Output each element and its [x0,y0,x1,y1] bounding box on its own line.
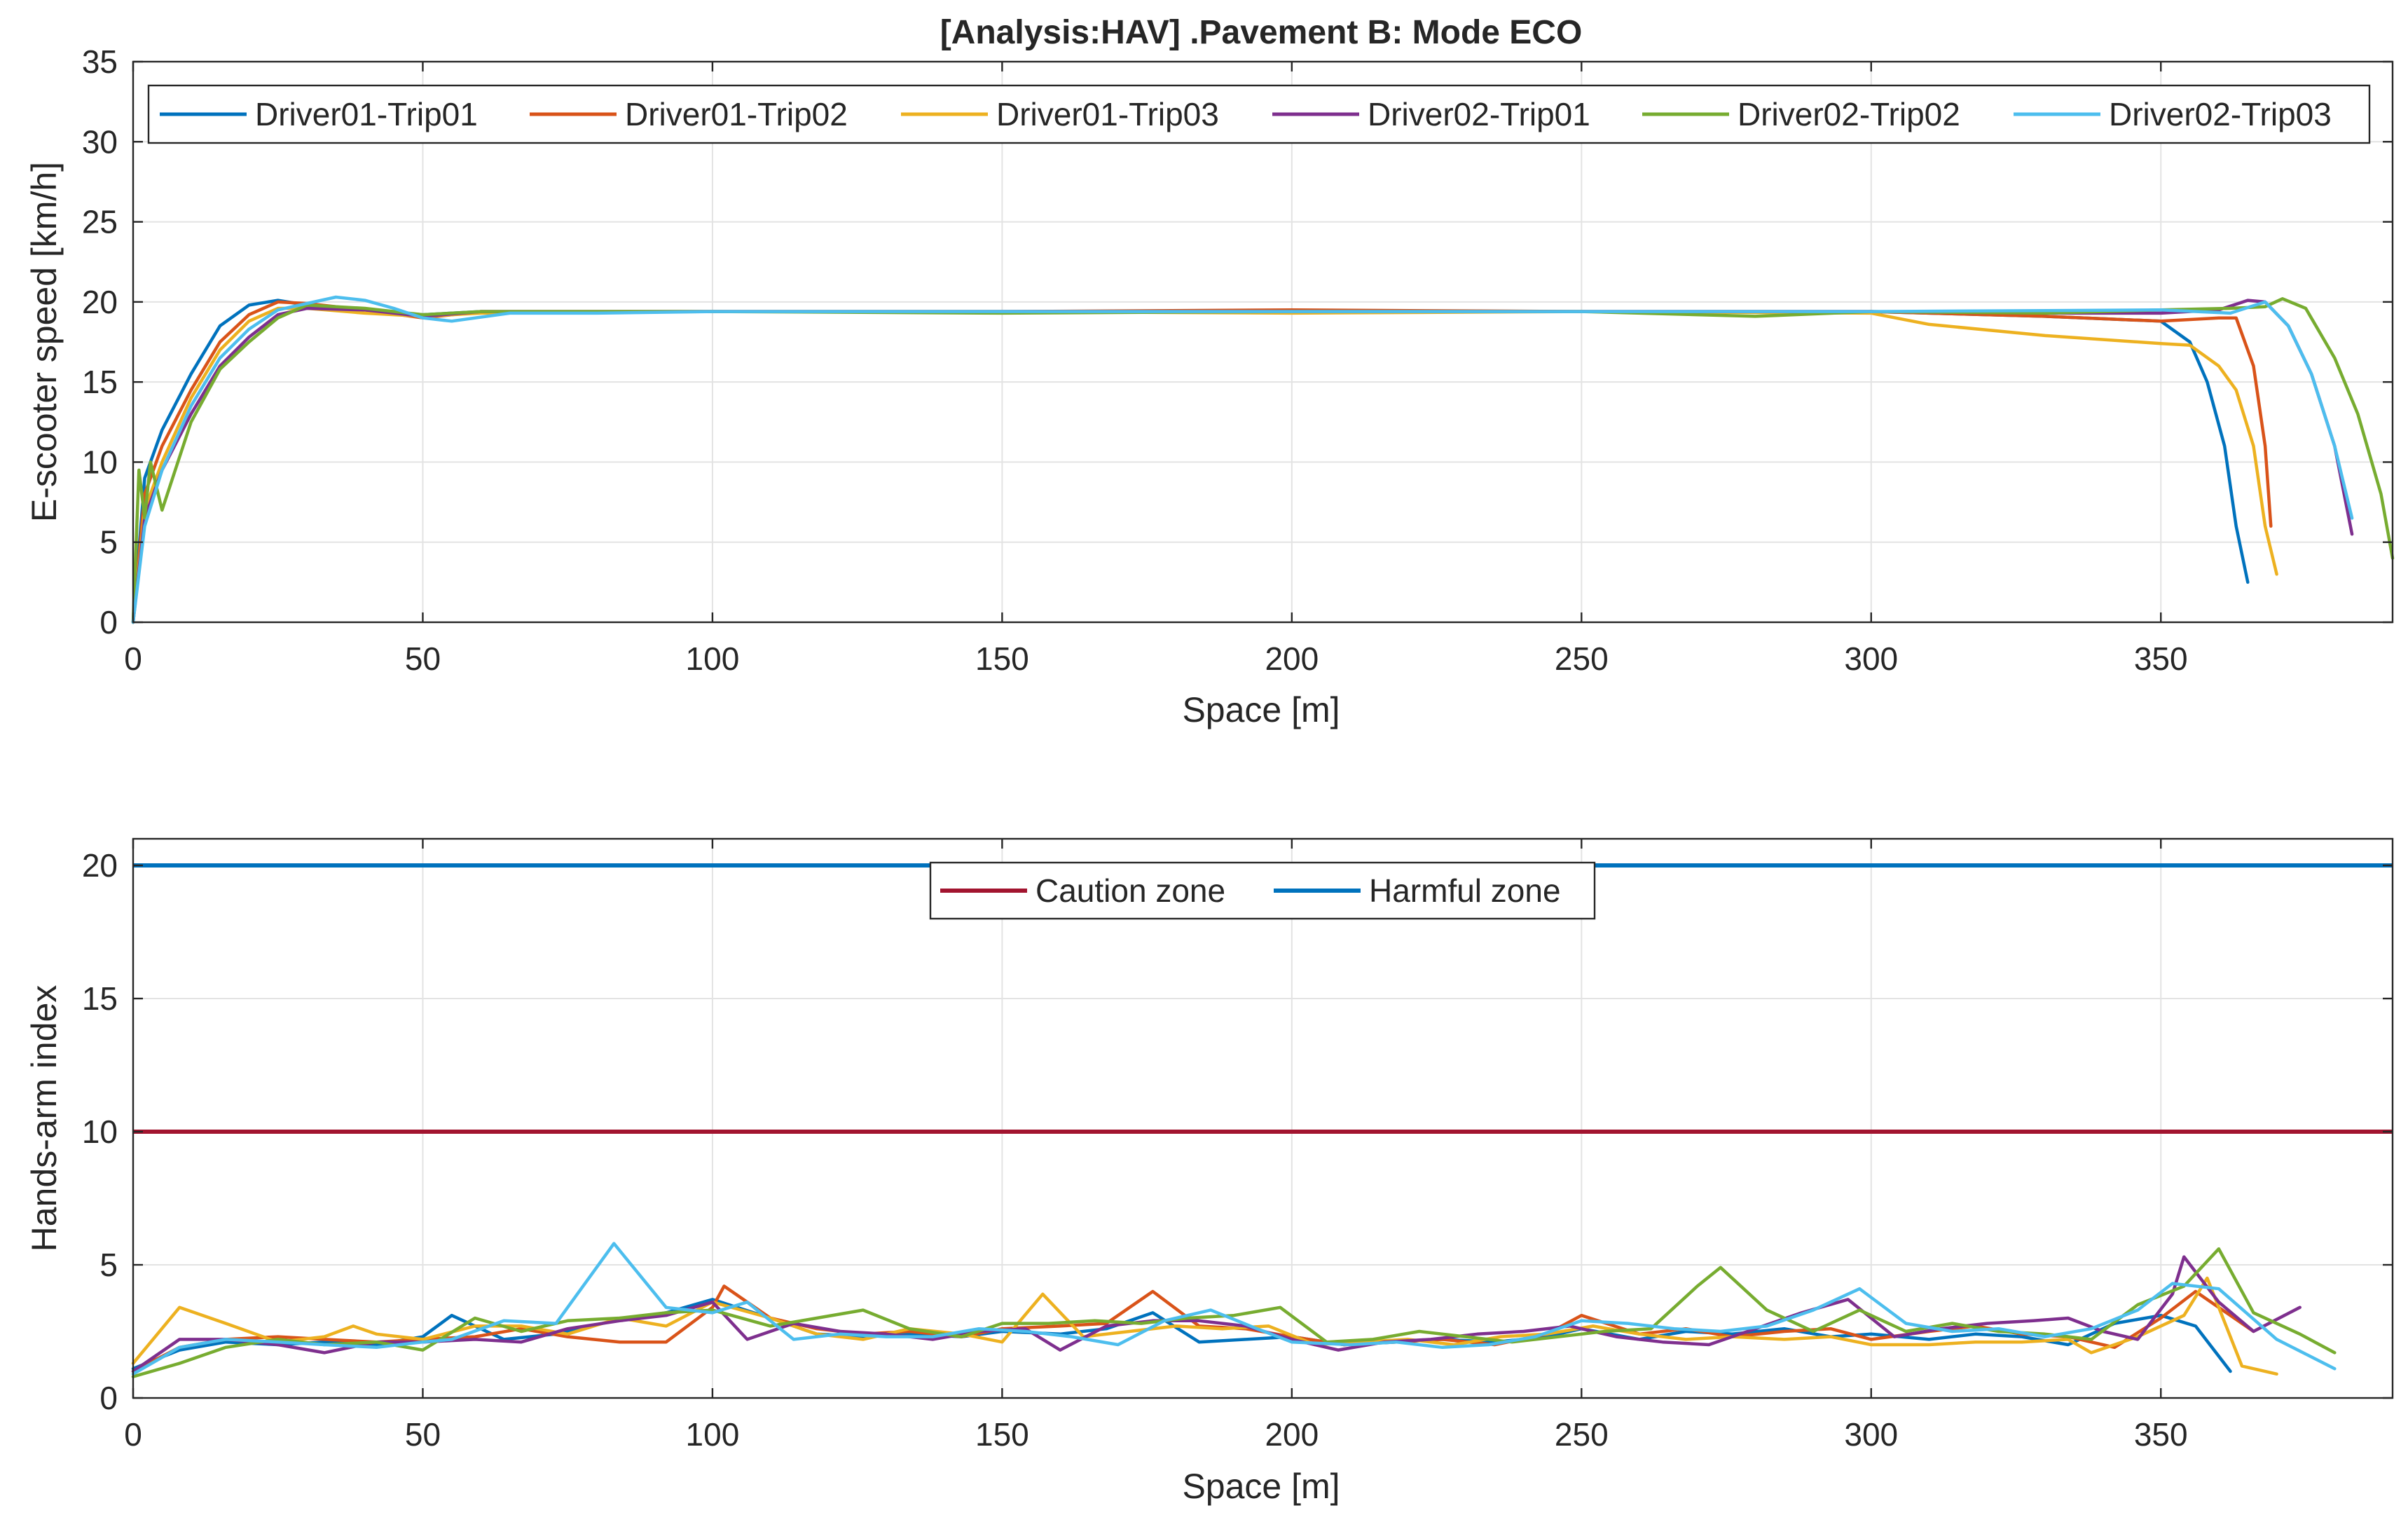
legend-entry-harmful-zone: Harmful zone [1274,872,1561,909]
speed-y-tick-label: 25 [82,204,118,240]
hav-x-tick-label: 350 [2134,1416,2188,1453]
speed-legend: Driver01-Trip01 Driver01-Trip02 Driver01… [147,84,2371,144]
hav-series-driver02-trip02 [131,1247,2337,1378]
speed-x-tick-label: 300 [1844,640,1898,677]
speed-y-tick-label: 15 [82,364,118,400]
hav-y-tick-label: 10 [82,1113,118,1150]
speed-y-tick-label: 35 [82,43,118,80]
legend-entry-driver02-trip02: Driver02-Trip02 [1642,96,1960,132]
speed-x-tick-label: 250 [1555,640,1609,677]
hav-ticks: 0 50 100 150 200 250 300 350 0 5 10 15 20 [82,839,2393,1453]
speed-chart: [Analysis:HAV] .Pavement B: Mode ECO 0 50… [25,14,2395,729]
speed-x-tick-label: 100 [686,640,740,677]
speed-x-tick-label: 350 [2134,640,2188,677]
legend-entry-driver01-trip01: Driver01-Trip01 [160,96,478,132]
speed-plot-background [133,62,2393,622]
speed-x-tick-label: 50 [405,640,441,677]
hav-series-group [131,1242,2337,1378]
hav-x-tick-label: 250 [1555,1416,1609,1453]
legend-label: Driver01-Trip01 [255,96,478,132]
hav-x-axis-label: Space [m] [1182,1467,1340,1506]
legend-entry-driver01-trip02: Driver01-Trip02 [530,96,848,132]
legend-label: Harmful zone [1369,872,1561,909]
legend-entry-caution-zone: Caution zone [940,872,1225,909]
speed-y-tick-label: 30 [82,123,118,160]
hav-x-tick-label: 200 [1265,1416,1319,1453]
legend-label: Driver02-Trip02 [1738,96,1960,132]
hav-y-tick-label: 15 [82,980,118,1017]
speed-y-axis-label: E-scooter speed [km/h] [25,162,64,522]
hav-x-tick-label: 50 [405,1416,441,1453]
speed-axes-box [132,60,2394,624]
legend-label: Caution zone [1036,872,1225,909]
speed-x-axis-label: Space [m] [1182,690,1340,729]
speed-series-driver02-trip02 [131,297,2395,624]
hav-y-tick-label: 5 [99,1247,118,1283]
speed-y-tick-label: 5 [99,524,118,561]
speed-y-tick-label: 10 [82,444,118,480]
hav-plot-background [133,839,2393,1398]
hav-series-driver02-trip03 [131,1242,2337,1376]
legend-label: Driver02-Trip03 [2109,96,2332,132]
legend-label: Driver01-Trip02 [625,96,848,132]
hav-y-tick-label: 0 [99,1380,118,1416]
speed-ticks: 0 50 100 150 200 250 300 350 0 5 10 15 20 25 30 35 [82,43,2393,677]
hav-x-tick-label: 150 [975,1416,1029,1453]
legend-entry-driver02-trip01: Driver02-Trip01 [1272,96,1590,132]
speed-x-tick-label: 200 [1265,640,1319,677]
speed-x-tick-label: 150 [975,640,1029,677]
speed-series-group [131,295,2395,624]
legend-entry-driver01-trip03: Driver01-Trip03 [901,96,1219,132]
speed-x-tick-label: 0 [124,640,142,677]
legend-label: Driver01-Trip03 [996,96,1219,132]
speed-legend-box [147,84,2371,144]
hav-series-driver01-trip03 [131,1276,2278,1376]
legend-entry-driver02-trip03: Driver02-Trip03 [2014,96,2332,132]
hav-legend-box [929,861,1596,920]
speed-chart-title: [Analysis:HAV] .Pavement B: Mode ECO [940,14,1583,51]
hav-x-tick-label: 0 [124,1416,142,1453]
hav-legend: Caution zone Harmful zone [929,861,1596,920]
hav-x-tick-label: 100 [686,1416,740,1453]
legend-label: Driver02-Trip01 [1368,96,1590,132]
speed-y-tick-label: 0 [99,604,118,640]
hav-axes-box [132,837,2394,1399]
speed-series-driver02-trip03 [131,295,2354,624]
hav-y-axis-label: Hands-arm index [25,985,64,1252]
hav-x-tick-label: 300 [1844,1416,1898,1453]
speed-y-tick-label: 20 [82,284,118,320]
hav-y-tick-label: 20 [82,847,118,884]
